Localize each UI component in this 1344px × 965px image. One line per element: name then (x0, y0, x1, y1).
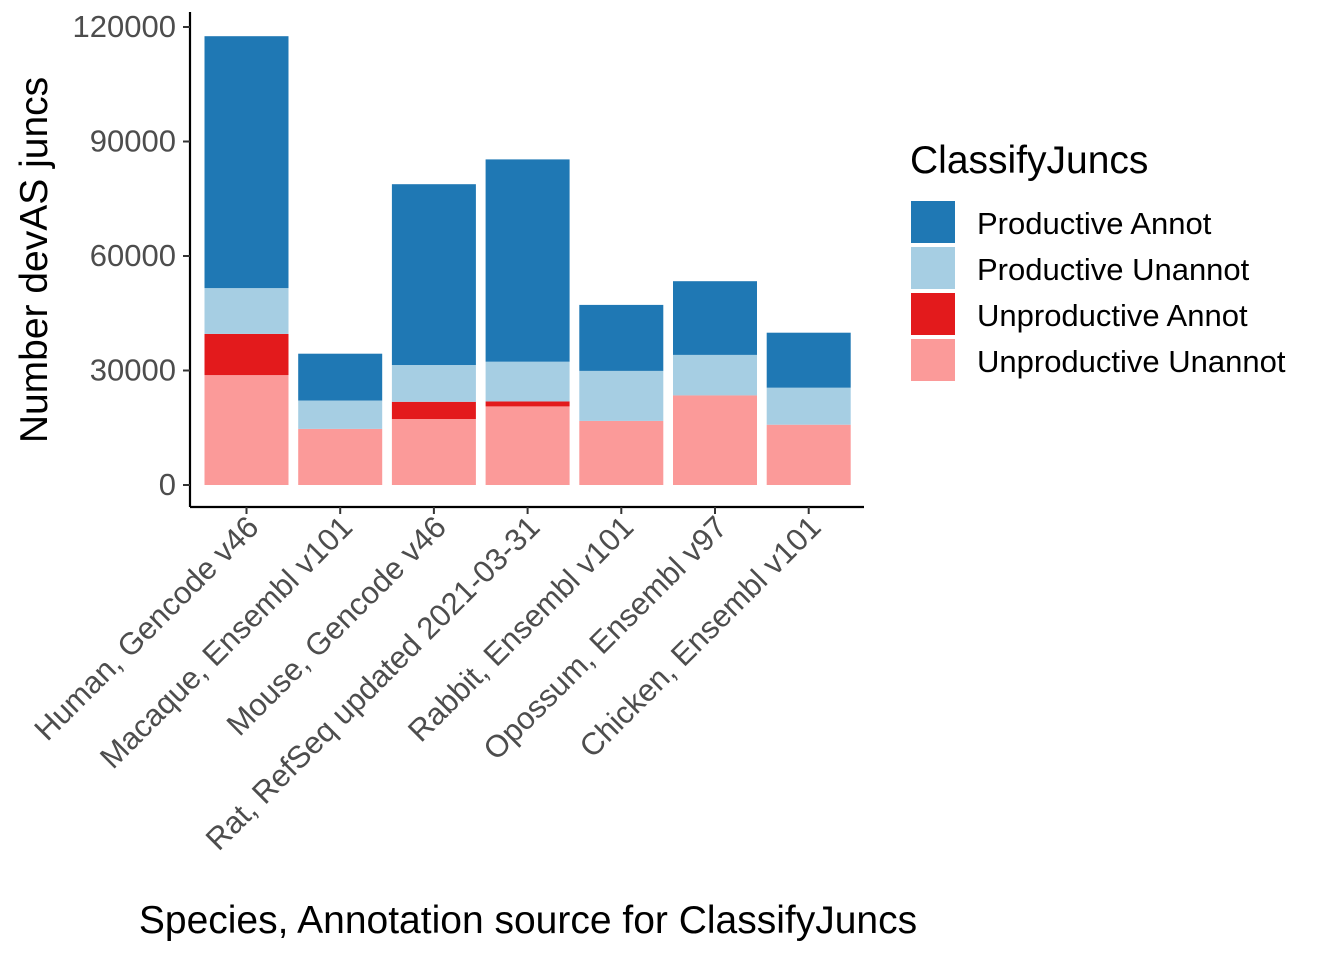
legend-swatch (911, 201, 955, 243)
bar-segment-productive-annot (579, 304, 664, 371)
bar-segment-unproductive-annot (204, 333, 289, 376)
bar-segment-productive-annot (673, 281, 757, 355)
legend-title: ClassifyJuncs (910, 139, 1148, 182)
legend-label: Productive Unannot (977, 252, 1250, 287)
x-tick-label: Rat, RefSeq updated 2021-03-31 (199, 509, 547, 857)
x-axis-title: Species, Annotation source for ClassifyJ… (139, 899, 917, 942)
bar-segment-productive-unannot (204, 288, 289, 334)
bar-segment-unproductive-unannot (673, 395, 757, 485)
bar-segment-unproductive-unannot (204, 375, 289, 485)
bar-segment-unproductive-unannot (298, 428, 383, 485)
legend-label: Unproductive Unannot (977, 344, 1286, 379)
legend-swatch (911, 247, 955, 289)
bar-segment-productive-annot (204, 36, 289, 289)
bar-segment-productive-unannot (579, 370, 664, 421)
bar-segment-productive-unannot (766, 387, 851, 425)
bar-segment-unproductive-annot (485, 401, 570, 407)
legend-swatch (911, 293, 955, 335)
y-axis-title: Number devAS juncs (13, 77, 56, 443)
y-tick-label: 120000 (73, 9, 176, 44)
bars-layer (204, 36, 851, 485)
bar-segment-unproductive-unannot (766, 424, 851, 485)
bar-segment-productive-unannot (485, 361, 570, 402)
bar-segment-productive-annot (485, 159, 570, 362)
legend-label: Productive Annot (977, 206, 1212, 241)
legend: ClassifyJuncs Productive AnnotProductive… (910, 139, 1286, 381)
y-tick-label: 90000 (90, 124, 176, 159)
bar-segment-unproductive-unannot (391, 419, 476, 485)
bar-segment-productive-unannot (391, 365, 476, 402)
y-tick-label: 30000 (90, 353, 176, 388)
y-tick-label: 60000 (90, 238, 176, 273)
bar-segment-productive-annot (391, 184, 476, 366)
bar-segment-unproductive-unannot (579, 420, 664, 485)
bar-segment-productive-annot (298, 353, 383, 401)
bar-segment-unproductive-unannot (485, 406, 570, 485)
legend-swatch (911, 339, 955, 381)
bar-segment-productive-unannot (298, 400, 383, 429)
legend-items: Productive Annot Productive Unannot Unprod… (911, 201, 1286, 381)
legend-label: Unproductive Annot (977, 298, 1248, 333)
bar-segment-unproductive-annot (391, 401, 476, 419)
bar-segment-productive-annot (766, 332, 851, 388)
y-tick-label: 0 (159, 467, 176, 502)
bar-segment-productive-unannot (673, 354, 757, 396)
